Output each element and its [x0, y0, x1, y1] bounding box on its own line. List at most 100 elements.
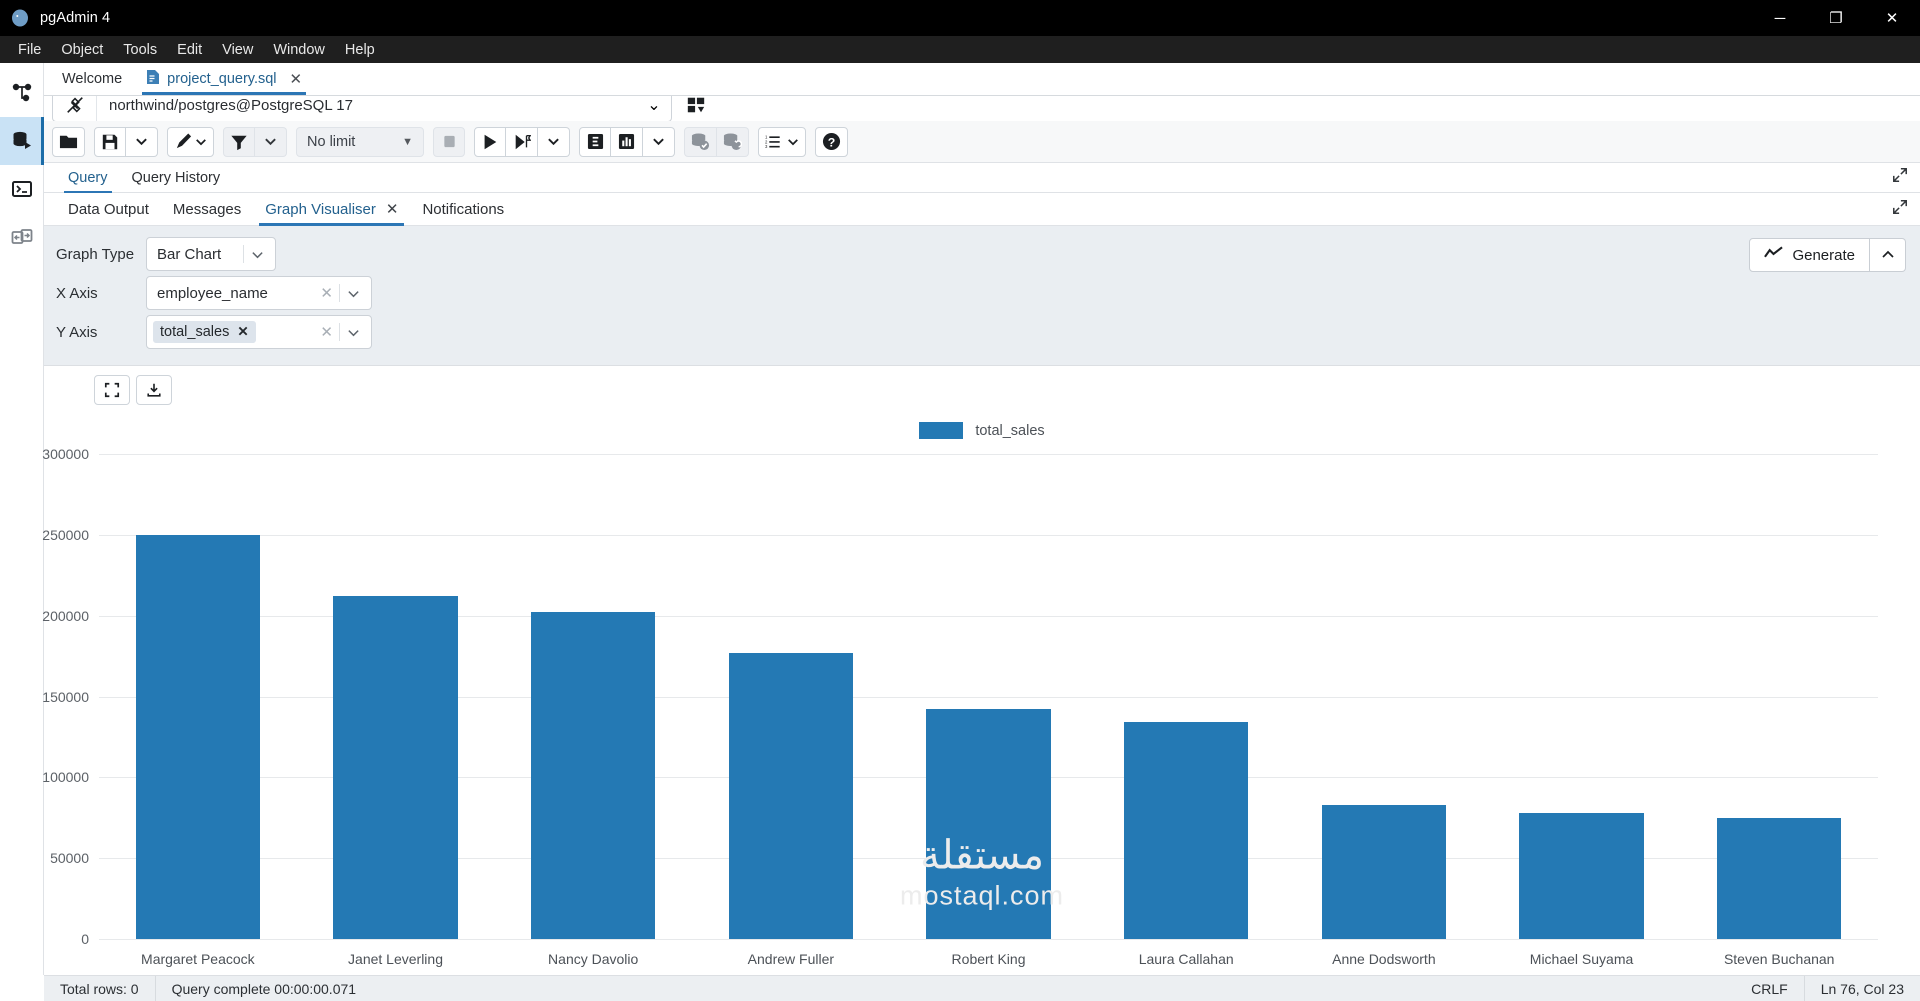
- filter-options-dropdown[interactable]: [255, 126, 287, 157]
- chart-y-tick: 100000: [42, 769, 89, 786]
- workspace-tab-project-query[interactable]: project_query.sql ✕: [134, 63, 314, 95]
- chart-gridline: 250000: [42, 527, 1878, 543]
- y-axis-select[interactable]: total_sales ✕ ✕: [146, 315, 372, 349]
- tab-messages[interactable]: Messages: [161, 193, 253, 226]
- chart-bar-cell[interactable]: [99, 454, 297, 939]
- fullscreen-chart-button[interactable]: [94, 375, 130, 405]
- y-axis-chip-label: total_sales: [160, 324, 230, 340]
- maximize-button[interactable]: ❐: [1829, 10, 1843, 27]
- filter-button[interactable]: [223, 126, 255, 157]
- chart-y-tick: 0: [81, 931, 89, 947]
- explain-analyze-button[interactable]: [611, 126, 643, 157]
- chart-bar[interactable]: [1716, 817, 1842, 939]
- chart-bar[interactable]: [1321, 804, 1447, 939]
- chart-bar[interactable]: [530, 612, 656, 939]
- chart-bar[interactable]: [135, 534, 261, 939]
- menu-help[interactable]: Help: [344, 41, 375, 58]
- generate-button-group: Generate: [1749, 238, 1906, 272]
- help-button[interactable]: ?: [815, 126, 848, 157]
- chart-bar[interactable]: [926, 709, 1051, 939]
- close-button[interactable]: ✕: [1885, 10, 1899, 27]
- chart-bar-cell[interactable]: [494, 454, 692, 939]
- download-chart-button[interactable]: [136, 375, 172, 405]
- open-file-button[interactable]: [52, 126, 85, 157]
- tab-notifications[interactable]: Notifications: [410, 193, 516, 226]
- execute-options-dropdown[interactable]: [538, 126, 570, 157]
- menu-window[interactable]: Window: [273, 41, 325, 58]
- clear-icon[interactable]: ✕: [320, 285, 333, 302]
- psql-terminal-icon[interactable]: [0, 165, 44, 213]
- edit-button[interactable]: [167, 126, 214, 157]
- chevron-down-icon[interactable]: ⌄: [647, 97, 661, 114]
- cursor-position-status[interactable]: Ln 76, Col 23: [1803, 975, 1920, 1001]
- menu-object[interactable]: Object: [61, 41, 104, 58]
- menu-view[interactable]: View: [222, 41, 254, 58]
- query-tool-icon[interactable]: [0, 117, 44, 165]
- chart-gridline: 300000: [42, 446, 1878, 462]
- y-axis-row: Y Axis total_sales ✕ ✕: [56, 314, 1908, 350]
- tab-graph-visualiser[interactable]: Graph Visualiser ✕: [253, 193, 410, 226]
- legend-swatch: [919, 422, 964, 439]
- commit-button[interactable]: [684, 126, 717, 157]
- save-options-dropdown[interactable]: [126, 126, 158, 157]
- macros-button[interactable]: 1 2 3: [758, 126, 806, 157]
- chevron-down-icon[interactable]: [340, 287, 367, 300]
- execute-script-button[interactable]: [506, 126, 538, 157]
- chart-bar-cell[interactable]: [1087, 454, 1285, 939]
- tab-data-output[interactable]: Data Output: [56, 193, 161, 226]
- x-axis-value: employee_name: [157, 284, 268, 302]
- connection-manage-icon[interactable]: [686, 95, 706, 115]
- total-rows-status: Total rows: 0: [60, 980, 139, 997]
- menu-file[interactable]: File: [18, 41, 42, 58]
- chart-y-tick: 250000: [42, 526, 89, 543]
- chip-remove-icon[interactable]: ✕: [237, 324, 249, 339]
- statusbar: Total rows: 0 Query complete 00:00:00.07…: [44, 975, 1920, 1001]
- minimize-button[interactable]: ─: [1774, 9, 1786, 27]
- graph-type-select[interactable]: Bar Chart: [146, 237, 276, 271]
- menu-edit[interactable]: Edit: [177, 41, 203, 58]
- generate-button[interactable]: Generate: [1749, 238, 1870, 272]
- window-controls: ─ ❐ ✕: [1752, 0, 1920, 36]
- chart-bar-cell[interactable]: [692, 454, 890, 939]
- close-icon[interactable]: ✕: [385, 201, 399, 218]
- chevron-down-icon[interactable]: [244, 248, 271, 261]
- select-divider: [339, 284, 340, 302]
- chart-bar[interactable]: [333, 596, 458, 939]
- execute-query-button[interactable]: [474, 126, 506, 157]
- x-axis-select[interactable]: employee_name ✕: [146, 276, 372, 310]
- clear-icon[interactable]: ✕: [320, 324, 333, 341]
- chart-x-label: Laura Callahan: [1138, 951, 1234, 967]
- chart-bar[interactable]: [1519, 812, 1644, 939]
- chart-x-label: Janet Leverling: [348, 951, 443, 967]
- y-axis-chip[interactable]: total_sales ✕: [153, 321, 256, 343]
- expand-diagonal-icon[interactable]: [1892, 199, 1908, 220]
- svg-text:1: 1: [765, 135, 768, 140]
- chart-bar-cell[interactable]: [890, 454, 1088, 939]
- close-icon[interactable]: ✕: [289, 71, 303, 88]
- schema-diff-icon[interactable]: [0, 213, 44, 261]
- chart-bar[interactable]: [1123, 722, 1249, 939]
- chart-bar-cell[interactable]: [1285, 454, 1483, 939]
- execute-group: [474, 126, 570, 157]
- expand-diagonal-icon[interactable]: [1892, 167, 1908, 188]
- rollback-button[interactable]: [717, 126, 749, 157]
- tab-query[interactable]: Query: [56, 163, 120, 193]
- workspace-tab-welcome[interactable]: Welcome: [50, 63, 134, 95]
- line-ending-status[interactable]: CRLF: [1751, 980, 1788, 997]
- macros-group: 1 2 3: [758, 126, 806, 157]
- explain-options-dropdown[interactable]: [643, 126, 675, 157]
- row-limit-select[interactable]: No limit ▼: [296, 126, 424, 157]
- stop-query-button[interactable]: [433, 126, 465, 157]
- chart-bar-cell[interactable]: [297, 454, 495, 939]
- chart-bar-cell[interactable]: [1483, 454, 1681, 939]
- generate-collapse-button[interactable]: [1870, 238, 1906, 272]
- object-explorer-icon[interactable]: [0, 69, 44, 117]
- menu-tools[interactable]: Tools: [123, 41, 158, 58]
- chart-bar[interactable]: [728, 652, 854, 939]
- chevron-down-icon[interactable]: [340, 326, 367, 339]
- save-file-button[interactable]: [94, 126, 126, 157]
- chart-bar-cell[interactable]: [1680, 454, 1878, 939]
- tab-query-history[interactable]: Query History: [120, 163, 233, 193]
- explain-button[interactable]: [579, 126, 611, 157]
- tab-label: Messages: [172, 200, 242, 218]
